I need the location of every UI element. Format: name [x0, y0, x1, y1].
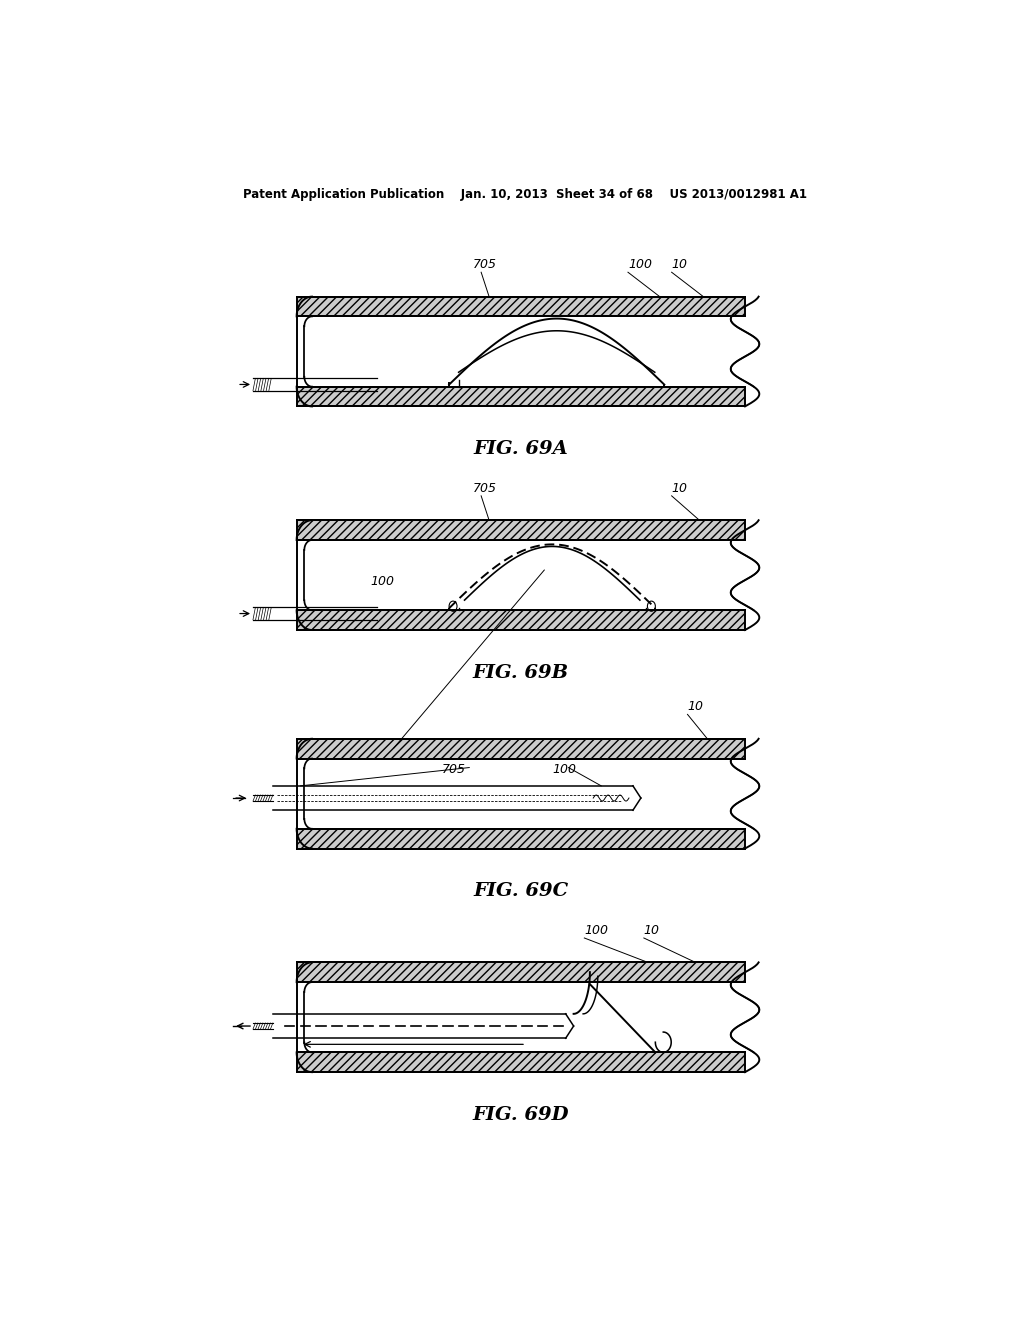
Text: 705: 705: [473, 482, 498, 495]
Text: FIG. 69A: FIG. 69A: [473, 440, 568, 458]
Text: 100: 100: [553, 763, 577, 776]
Bar: [297, 739, 745, 759]
Text: 705: 705: [473, 259, 498, 271]
Text: 10: 10: [672, 259, 688, 271]
Text: 100: 100: [585, 924, 608, 937]
Text: Patent Application Publication    Jan. 10, 2013  Sheet 34 of 68    US 2013/00129: Patent Application Publication Jan. 10, …: [243, 189, 807, 202]
Bar: [297, 829, 745, 849]
Text: 10: 10: [687, 701, 703, 713]
Text: 100: 100: [370, 576, 394, 589]
Bar: [297, 387, 745, 407]
Bar: [297, 297, 745, 317]
Text: 705: 705: [441, 763, 466, 776]
Bar: [297, 520, 745, 540]
Text: FIG. 69D: FIG. 69D: [473, 1106, 569, 1123]
Text: 10: 10: [672, 482, 688, 495]
Bar: [297, 610, 745, 630]
Text: FIG. 69C: FIG. 69C: [473, 882, 568, 900]
Text: FIG. 69B: FIG. 69B: [473, 664, 569, 681]
Text: 100: 100: [628, 259, 652, 271]
Text: 10: 10: [644, 924, 659, 937]
Bar: [297, 962, 745, 982]
Bar: [297, 1052, 745, 1072]
